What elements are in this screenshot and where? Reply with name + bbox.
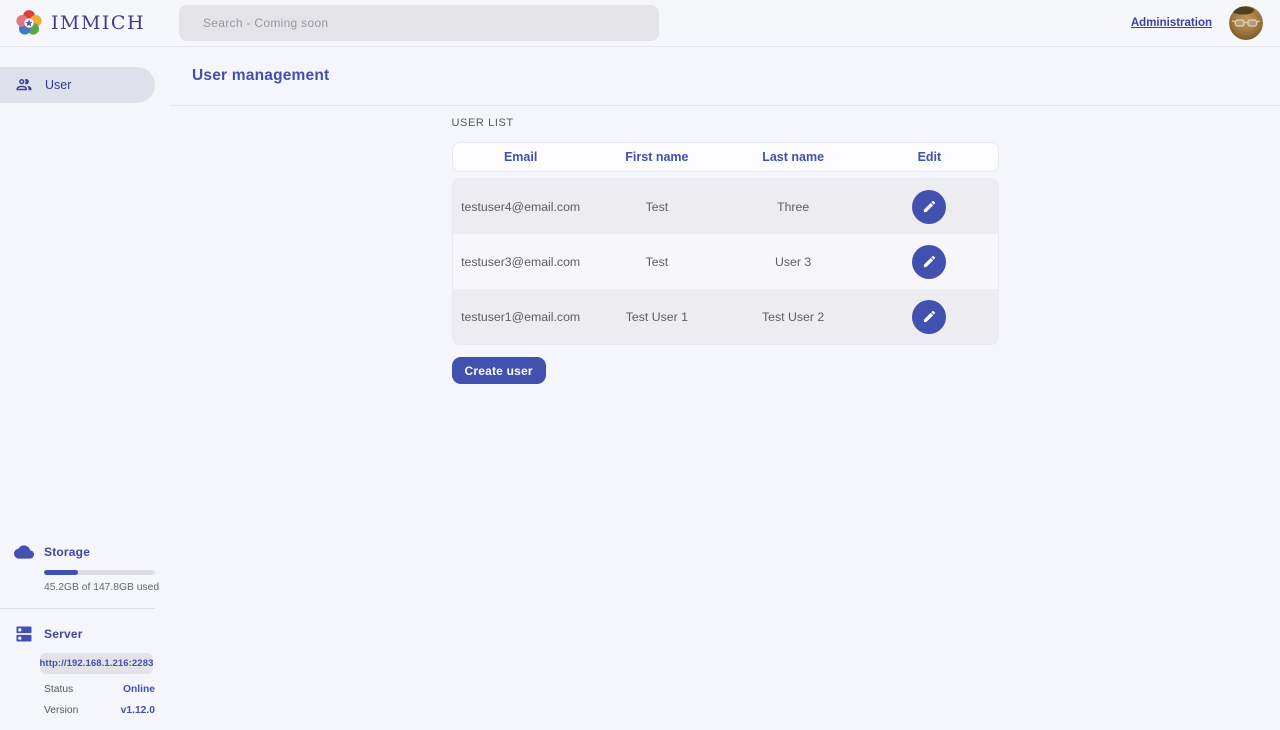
immich-logo-icon [14, 8, 44, 38]
sidebar-divider [0, 608, 155, 609]
cell-email: testuser4@email.com [461, 199, 581, 214]
cell-last-name: User 3 [775, 254, 812, 269]
avatar[interactable] [1229, 6, 1263, 40]
user-table-header: Email First name Last name Edit [451, 142, 999, 172]
column-last-name: Last name [762, 150, 825, 164]
top-bar: IMMICH Administration [0, 0, 1280, 47]
column-first-name: First name [625, 150, 689, 164]
storage-widget: Storage 45.2GB of 147.8GB used [14, 542, 169, 593]
search-input[interactable] [179, 5, 659, 41]
storage-usage-text: 45.2GB of 147.8GB used [44, 582, 160, 593]
sidebar-widgets: Storage 45.2GB of 147.8GB used Server ht… [0, 542, 169, 716]
user-table-body: testuser4@email.com Test Three testuser3… [451, 178, 999, 345]
user-list-section: USER LIST Email First name Last name Edi… [451, 106, 999, 384]
pencil-icon [923, 255, 936, 268]
server-title: Server [44, 627, 83, 641]
table-row: testuser1@email.com Test User 1 Test Use… [452, 289, 998, 344]
administration-link[interactable]: Administration [1130, 17, 1212, 29]
cloud-icon [14, 545, 34, 559]
server-icon [16, 626, 32, 642]
avatar-photo [1229, 6, 1263, 40]
storage-title: Storage [44, 545, 91, 559]
server-widget: Server http://192.168.1.216:2283 Status … [14, 624, 169, 716]
cell-email: testuser3@email.com [461, 254, 581, 269]
page-title: User management [192, 67, 330, 84]
edit-user-button[interactable] [912, 244, 947, 279]
brand-name: IMMICH [51, 12, 146, 34]
table-row: testuser3@email.com Test User 3 [452, 234, 998, 289]
storage-progress-bar [44, 570, 155, 575]
version-label: Version [44, 705, 79, 716]
version-value: v1.12.0 [120, 705, 155, 716]
column-edit: Edit [917, 150, 942, 164]
server-status-row: Status Online [44, 684, 155, 695]
edit-user-button[interactable] [912, 299, 947, 334]
pencil-icon [923, 200, 936, 213]
search-box [179, 5, 659, 41]
users-icon [16, 78, 32, 91]
main-header: User management [170, 47, 1280, 106]
cell-last-name: Three [777, 199, 810, 214]
create-user-button[interactable]: Create user [451, 357, 546, 384]
status-label: Status [44, 684, 74, 695]
status-value: Online [122, 684, 155, 695]
column-email: Email [503, 150, 538, 164]
cell-last-name: Test User 2 [762, 309, 825, 324]
sidebar: User Storage 45.2GB of 147.8GB used [0, 47, 170, 730]
cell-first-name: Test User 1 [625, 309, 688, 324]
sidebar-nav: User [0, 47, 170, 103]
storage-progress-fill [44, 570, 78, 575]
topbar-right: Administration [1131, 6, 1263, 40]
server-url-badge: http://192.168.1.216:2283 [40, 653, 153, 674]
edit-user-button[interactable] [912, 189, 947, 224]
section-label: USER LIST [451, 117, 514, 129]
immich-brand[interactable]: IMMICH [14, 8, 163, 38]
cell-first-name: Test [645, 254, 669, 269]
pencil-icon [923, 310, 936, 323]
main-panel: User management USER LIST Email First na… [170, 47, 1280, 730]
cell-first-name: Test [645, 199, 669, 214]
sidebar-item-user[interactable]: User [0, 67, 155, 103]
table-row: testuser4@email.com Test Three [452, 179, 998, 234]
sidebar-item-label: User [45, 78, 72, 92]
server-version-row: Version v1.12.0 [44, 705, 155, 716]
cell-email: testuser1@email.com [461, 309, 581, 324]
